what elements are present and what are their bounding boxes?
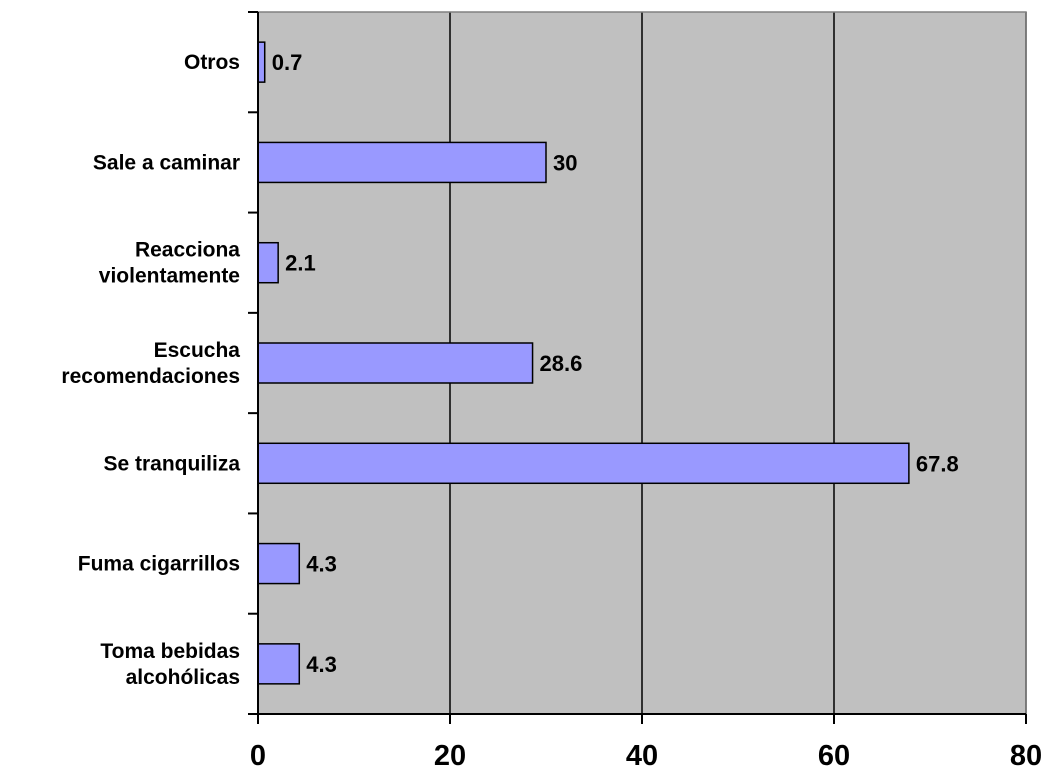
category-label-line: Toma bebidas	[100, 640, 240, 663]
category-label-line: violentamente	[99, 265, 240, 288]
bar	[257, 41, 266, 83]
data-label: 67.8	[916, 451, 959, 476]
x-tick-label: 20	[434, 740, 466, 772]
axes	[248, 11, 1027, 724]
category-label-line: Se tranquiliza	[103, 452, 240, 475]
x-tick-label: 80	[1010, 740, 1042, 772]
category-labels: Otros Sale a caminar Reacciona violentament…	[61, 51, 240, 689]
category-label-line: Reacciona	[135, 239, 240, 262]
bar	[257, 141, 547, 184]
category-label: Se tranquiliza	[103, 452, 240, 475]
category-label-line: Otros	[184, 51, 240, 74]
data-label: 28.6	[540, 351, 583, 376]
x-tick-label: 60	[818, 740, 850, 772]
bar	[257, 241, 279, 284]
x-tick-labels: 0 20 40 60 80	[250, 740, 1042, 772]
x-tick-label: 0	[250, 740, 266, 772]
category-label-line: Escucha	[154, 339, 241, 362]
category-label: Fuma cigarrillos	[78, 553, 240, 576]
data-label: 30	[553, 150, 577, 175]
category-label-line: Sale a caminar	[93, 151, 240, 174]
data-label: 4.3	[306, 552, 337, 577]
bar	[257, 442, 910, 485]
bars	[257, 41, 910, 685]
category-label: Sale a caminar	[93, 151, 240, 174]
category-label-line: alcohólicas	[126, 666, 240, 689]
data-label: 2.1	[285, 251, 316, 276]
x-tick-label: 40	[626, 740, 658, 772]
category-label: Otros	[184, 51, 240, 74]
value-labels: 0.7 30 2.1 28.6 67.8 4.3 4.3	[272, 50, 959, 677]
category-label: Escucha recomendaciones	[61, 339, 240, 388]
category-label-line: recomendaciones	[61, 365, 240, 388]
bar	[257, 643, 301, 685]
category-label: Reacciona violentamente	[99, 239, 241, 288]
bar	[257, 542, 301, 585]
data-label: 4.3	[306, 652, 337, 677]
data-label: 0.7	[272, 50, 303, 75]
category-label: Toma bebidas alcohólicas	[100, 640, 240, 689]
bar	[257, 342, 534, 384]
category-label-line: Fuma cigarrillos	[78, 553, 240, 576]
